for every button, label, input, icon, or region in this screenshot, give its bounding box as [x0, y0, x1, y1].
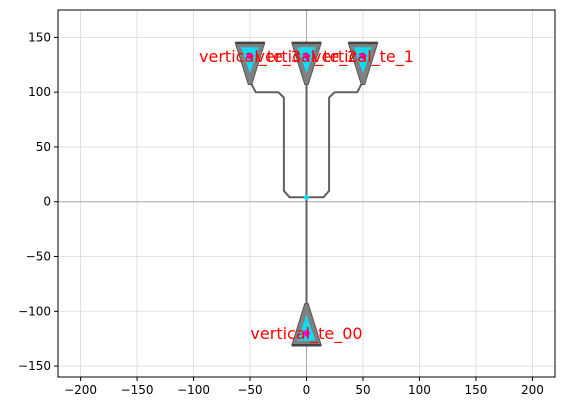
- grating-coupler-core: [297, 47, 316, 74]
- x-tick-label: −200: [64, 383, 97, 397]
- port-label-vertical-te-1: vertical_te_1: [312, 47, 414, 67]
- y-tick-label: −50: [26, 249, 51, 263]
- x-tick-label: 150: [464, 383, 487, 397]
- x-tick-label: 50: [355, 383, 370, 397]
- x-tick-label: 200: [521, 383, 544, 397]
- x-tick-label: −50: [237, 383, 262, 397]
- port-label-vertical-te-00: vertical_te_00: [250, 324, 362, 344]
- x-tick-label: 100: [408, 383, 431, 397]
- splitter-marker: [304, 194, 309, 200]
- x-tick-label: 0: [303, 383, 311, 397]
- waveguide-left-branch: [249, 80, 307, 199]
- grating-coupler-core: [353, 47, 372, 74]
- grating-coupler-core: [297, 314, 316, 341]
- grating-coupler-core: [241, 47, 260, 74]
- port-marker: [246, 52, 255, 61]
- port-marker: [358, 52, 367, 61]
- port-labels: vertical_te_00 vertical_te_1vertical_te_2…: [199, 47, 414, 344]
- y-tick-label: 50: [36, 140, 51, 154]
- port-markers: [246, 52, 367, 338]
- waveguide-right-branch: [306, 80, 364, 199]
- port-marker: [302, 52, 311, 61]
- x-axis-ticks: −200 −150 −100 −50 0 50 100 150 200: [64, 377, 544, 397]
- y-tick-label: −150: [18, 359, 51, 373]
- y-tick-label: −100: [18, 304, 51, 318]
- x-tick-label: −150: [121, 383, 154, 397]
- port-label-vertical-te-2: vertical_te_2: [256, 47, 358, 67]
- x-tick-label: −100: [177, 383, 210, 397]
- y-axis-ticks: −150 −100 −50 0 50 100 150: [18, 30, 58, 373]
- port-label-vertical-te-3: vertical_te_3: [199, 47, 301, 67]
- waveguides: [249, 59, 364, 317]
- y-tick-label: 0: [43, 195, 51, 209]
- grating-couplers: [234, 41, 379, 347]
- port-marker: [302, 329, 311, 338]
- y-tick-label: 100: [28, 85, 51, 99]
- y-tick-label: 150: [28, 30, 51, 44]
